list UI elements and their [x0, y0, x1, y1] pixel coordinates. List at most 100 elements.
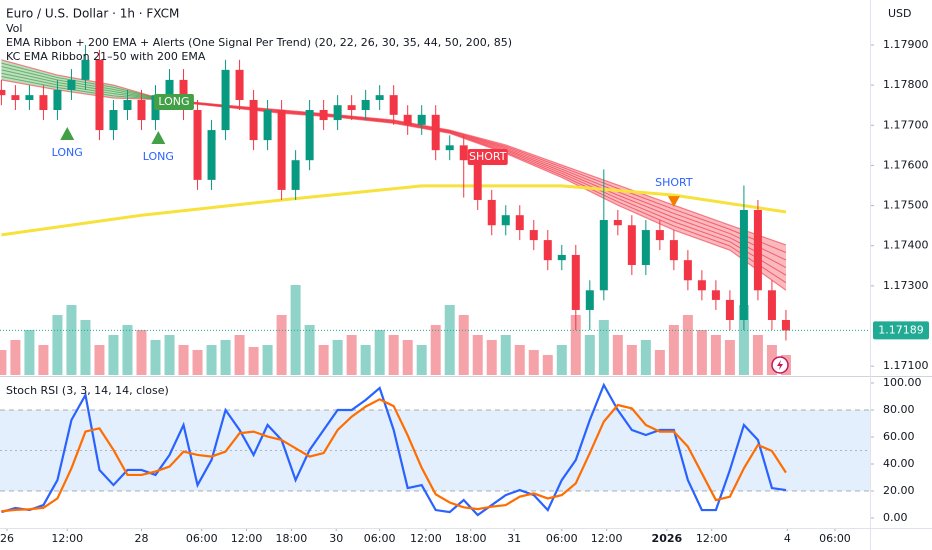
- volume-bar: [290, 285, 301, 375]
- volume-bar: [514, 345, 525, 375]
- candle-body: [417, 114, 426, 125]
- last-price-label: 1.17189: [878, 323, 924, 336]
- candle-body: [263, 110, 272, 141]
- y-tick-label: 0.00: [883, 511, 908, 524]
- volume-bar: [80, 320, 91, 375]
- candle-body: [389, 95, 398, 115]
- ribbon-line: [561, 172, 619, 199]
- x-tick-label: 4: [784, 532, 791, 545]
- volume-bar: [444, 305, 455, 375]
- ribbon-line: [449, 131, 506, 150]
- y-tick-label: 100.00: [883, 376, 922, 389]
- x-tick-label: 12:00: [51, 532, 83, 545]
- candle-body: [473, 160, 482, 200]
- y-tick-label: 80.00: [883, 403, 915, 416]
- ribbon-line: [673, 217, 731, 239]
- candle-body: [767, 290, 776, 320]
- signal-label: LONG: [143, 150, 174, 163]
- y-tick-label: 1.17100: [883, 359, 929, 372]
- volume-bar: [52, 315, 63, 375]
- volume-bar: [640, 340, 651, 375]
- candle-body: [697, 280, 706, 291]
- candle-body: [333, 105, 342, 121]
- volume-bar: [318, 345, 329, 375]
- volume-bar: [430, 325, 441, 375]
- y-tick-label: 1.17700: [883, 118, 929, 131]
- x-tick-label: 31: [507, 532, 521, 545]
- y-tick-label: 1.17400: [883, 239, 929, 252]
- volume-bar: [570, 315, 581, 375]
- ribbon-line: [617, 191, 675, 214]
- indicator-title: Stoch RSI (3, 3, 14, 14, close): [6, 384, 169, 397]
- volume-bar: [304, 325, 315, 375]
- ribbon-line: [1, 62, 58, 79]
- volume-bar: [766, 345, 777, 375]
- x-tick-label: 28: [134, 532, 148, 545]
- x-tick-label: 06:00: [186, 532, 218, 545]
- y-tick-label: 20.00: [883, 484, 915, 497]
- ribbon-line: [617, 201, 675, 227]
- candle-body: [109, 110, 118, 131]
- ribbon-line: [505, 145, 562, 168]
- candle-body: [235, 69, 244, 100]
- ribbon-line: [1, 72, 58, 86]
- candle-body: [487, 199, 496, 226]
- volume-bar: [24, 330, 35, 375]
- candle-body: [319, 110, 328, 121]
- ribbon-line: [1, 69, 58, 83]
- volume-bar: [346, 335, 357, 375]
- alert-bolt[interactable]: [777, 360, 783, 370]
- candle-body: [529, 230, 538, 241]
- volume-bar: [332, 340, 343, 375]
- volume-bar: [206, 345, 217, 375]
- volume-bar: [122, 325, 133, 375]
- candle-body: [501, 215, 510, 226]
- candle-body: [627, 225, 636, 265]
- candle-body: [683, 260, 692, 281]
- candle-body: [361, 99, 370, 111]
- ribbon-line: [673, 225, 731, 247]
- candle-body: [655, 230, 664, 241]
- candle-body: [613, 220, 622, 226]
- candle-body: [669, 240, 678, 261]
- ribbon-line: [1, 66, 58, 81]
- candle-body: [81, 59, 90, 80]
- x-tick-label: 26: [0, 532, 14, 545]
- signal: LONG: [52, 126, 83, 159]
- y-tick-label: 1.17600: [883, 158, 929, 171]
- y-tick-label: 1.17800: [883, 78, 929, 91]
- signal-label: LONG: [52, 146, 83, 159]
- x-tick-label: 30: [329, 532, 343, 545]
- signal-box: [153, 93, 194, 110]
- volume-bar: [542, 355, 553, 375]
- signal: SHORT: [655, 176, 693, 208]
- volume-bar: [696, 330, 707, 375]
- volume-bar: [528, 350, 539, 375]
- chart-title: Euro / U.S. Dollar · 1h · FXCM: [6, 7, 179, 21]
- candle-body: [137, 99, 146, 121]
- currency-label: USD: [888, 7, 912, 20]
- candle-body: [39, 95, 48, 111]
- candle-body: [305, 110, 314, 161]
- y-tick-label: 40.00: [883, 457, 915, 470]
- volume-bar: [486, 340, 497, 375]
- candle-body: [249, 99, 258, 141]
- volume-bar: [472, 335, 483, 375]
- indicator-label: EMA Ribbon + 200 EMA + Alerts (One Signa…: [6, 36, 512, 49]
- candle-body: [557, 254, 566, 261]
- signal: LONG: [153, 93, 194, 110]
- stoch-line: [1, 382, 787, 517]
- y-tick-label: 60.00: [883, 430, 915, 443]
- candle-body: [431, 114, 440, 151]
- ribbon-line: [505, 147, 562, 170]
- volume-bar: [416, 345, 427, 375]
- candle-body: [641, 230, 650, 265]
- candle-body: [347, 105, 356, 111]
- volume-bar: [234, 335, 245, 375]
- volume-bar: [584, 335, 595, 375]
- ribbon-line: [561, 166, 619, 189]
- volume-bar: [248, 347, 259, 375]
- alert-icon[interactable]: [771, 356, 789, 374]
- x-tick-label: 12:00: [696, 532, 728, 545]
- candle-body: [781, 319, 790, 331]
